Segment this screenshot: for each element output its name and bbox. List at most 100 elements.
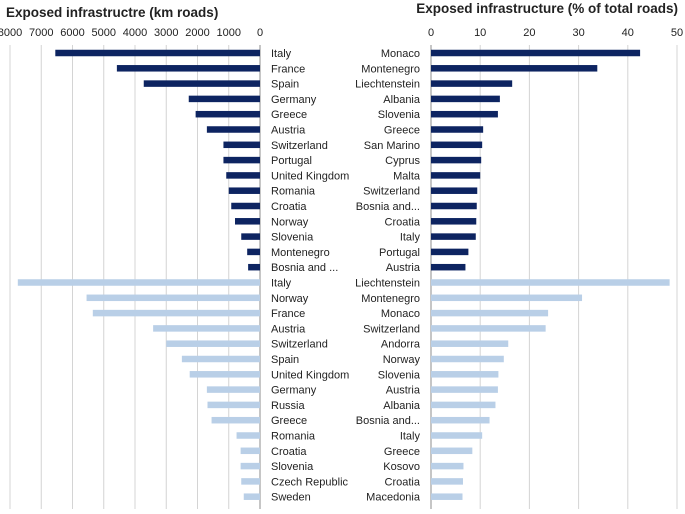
right-category-label: San Marino (364, 140, 420, 152)
left-category-label: Russia (271, 400, 306, 412)
right-bar-dark-series (431, 202, 477, 210)
right-bar-dark-series (431, 218, 477, 225)
right-category-label: Monaco (381, 48, 420, 60)
left-bar-light-series (166, 340, 260, 347)
right-category-label: Liechtenstein (355, 278, 420, 290)
right-bar-light-series (431, 279, 670, 286)
left-category-label: Italy (271, 48, 292, 60)
left-category-label: Germany (271, 385, 317, 397)
left-category-label: United Kingdom (271, 170, 349, 182)
right-bar-light-series (431, 478, 463, 485)
left-category-label: Czech Republic (271, 476, 349, 488)
left-bar-dark-series (195, 110, 260, 118)
left-category-label: Austria (271, 323, 306, 335)
right-bar-light-series (431, 325, 546, 332)
right-bar-light-series (431, 432, 483, 439)
left-x-tick-label: 6000 (60, 27, 84, 39)
right-category-label: Albania (383, 400, 421, 412)
right-bar-dark-series (431, 80, 513, 87)
right-category-label: Montenegro (361, 63, 420, 75)
right-bar-dark-series (431, 263, 466, 271)
right-category-label: Austria (386, 262, 421, 274)
left-category-label: Spain (271, 79, 299, 91)
right-category-label: Croatia (385, 476, 421, 488)
right-bar-dark-series (431, 110, 498, 118)
right-x-tick-label: 50 (671, 27, 683, 39)
left-category-label: Sweden (271, 492, 311, 504)
right-category-label: Bosnia and... (356, 201, 420, 213)
left-bar-dark-series (223, 141, 260, 149)
right-category-label: Portugal (379, 247, 420, 259)
left-bar-light-series (240, 447, 260, 455)
left-bar-dark-series (116, 65, 260, 72)
left-category-label: Romania (271, 186, 316, 198)
left-category-label: Croatia (271, 446, 307, 458)
right-x-tick-label: 10 (474, 27, 486, 39)
right-bar-light-series (431, 462, 464, 470)
left-x-tick-label: 2000 (185, 27, 209, 39)
left-category-label: Switzerland (271, 339, 328, 351)
left-x-tick-label: 0 (257, 27, 263, 39)
left-category-label: Austria (271, 125, 306, 137)
right-category-label: Italy (400, 232, 421, 244)
left-bar-dark-series (226, 172, 260, 179)
left-bar-dark-series (228, 187, 260, 194)
left-bar-light-series (211, 416, 260, 424)
left-bar-dark-series (223, 156, 260, 164)
right-bar-light-series (431, 294, 583, 302)
right-category-label: Bosnia and... (356, 415, 420, 427)
right-bar-dark-series (431, 65, 598, 72)
left-bar-dark-series (235, 218, 260, 225)
right-x-tick-label: 0 (428, 27, 434, 39)
right-bar-dark-series (431, 172, 481, 179)
left-category-label: United Kingdom (271, 369, 349, 381)
right-bar-dark-series (431, 95, 500, 103)
left-category-label: Spain (271, 354, 299, 366)
right-chart-panel: 0 10 20 30 40 50 Monaco Montenegro Liechtenstein… (355, 27, 683, 509)
right-category-label: Switzerland (363, 323, 420, 335)
right-category-label: Norway (383, 354, 421, 366)
left-bar-light-series (243, 493, 260, 500)
right-category-label: Malta (393, 170, 421, 182)
right-category-label: Croatia (385, 216, 421, 228)
left-chart-panel: 8000 7000 6000 5000 4000 3000 2000 1000 0 Italy Fr… (0, 27, 349, 509)
left-category-label: Norway (271, 216, 309, 228)
right-bar-dark-series (431, 49, 641, 57)
right-bar-light-series (431, 401, 496, 409)
right-bar-light-series (431, 416, 490, 424)
right-category-label: Montenegro (361, 293, 420, 305)
left-x-tick-label: 3000 (154, 27, 178, 39)
right-bar-light-series (431, 340, 509, 347)
right-category-label: Switzerland (363, 186, 420, 198)
left-category-label: Germany (271, 94, 317, 106)
right-category-label: Greece (384, 125, 420, 137)
left-category-label: France (271, 308, 305, 320)
left-bar-light-series (153, 325, 260, 332)
left-category-label: Slovenia (271, 461, 314, 473)
left-x-tick-label: 1000 (217, 27, 241, 39)
right-bar-dark-series (431, 126, 484, 133)
left-category-label: Romania (271, 431, 316, 443)
left-x-tick-label: 7000 (29, 27, 53, 39)
right-category-label: Macedonia (366, 492, 421, 504)
right-bar-light-series (431, 371, 499, 378)
right-x-tick-label: 40 (622, 27, 634, 39)
right-category-label: Liechtenstein (355, 79, 420, 91)
left-category-label: Slovenia (271, 232, 314, 244)
left-category-label: Montenegro (271, 247, 330, 259)
right-bar-light-series (431, 309, 549, 317)
right-bar-light-series (431, 355, 504, 363)
left-category-label: Portugal (271, 155, 312, 167)
right-category-label: Italy (400, 431, 421, 443)
left-x-tick-label: 5000 (92, 27, 116, 39)
left-category-label: Bosnia and ... (271, 262, 338, 274)
left-bar-light-series (92, 309, 260, 317)
right-category-label: Kosovo (383, 461, 420, 473)
right-bar-light-series (431, 386, 498, 393)
left-bar-light-series (86, 294, 260, 302)
right-bar-dark-series (431, 156, 482, 164)
right-bar-dark-series (431, 248, 469, 256)
right-bar-light-series (431, 493, 463, 500)
left-category-label: Switzerland (271, 140, 328, 152)
left-bar-dark-series (55, 49, 260, 57)
